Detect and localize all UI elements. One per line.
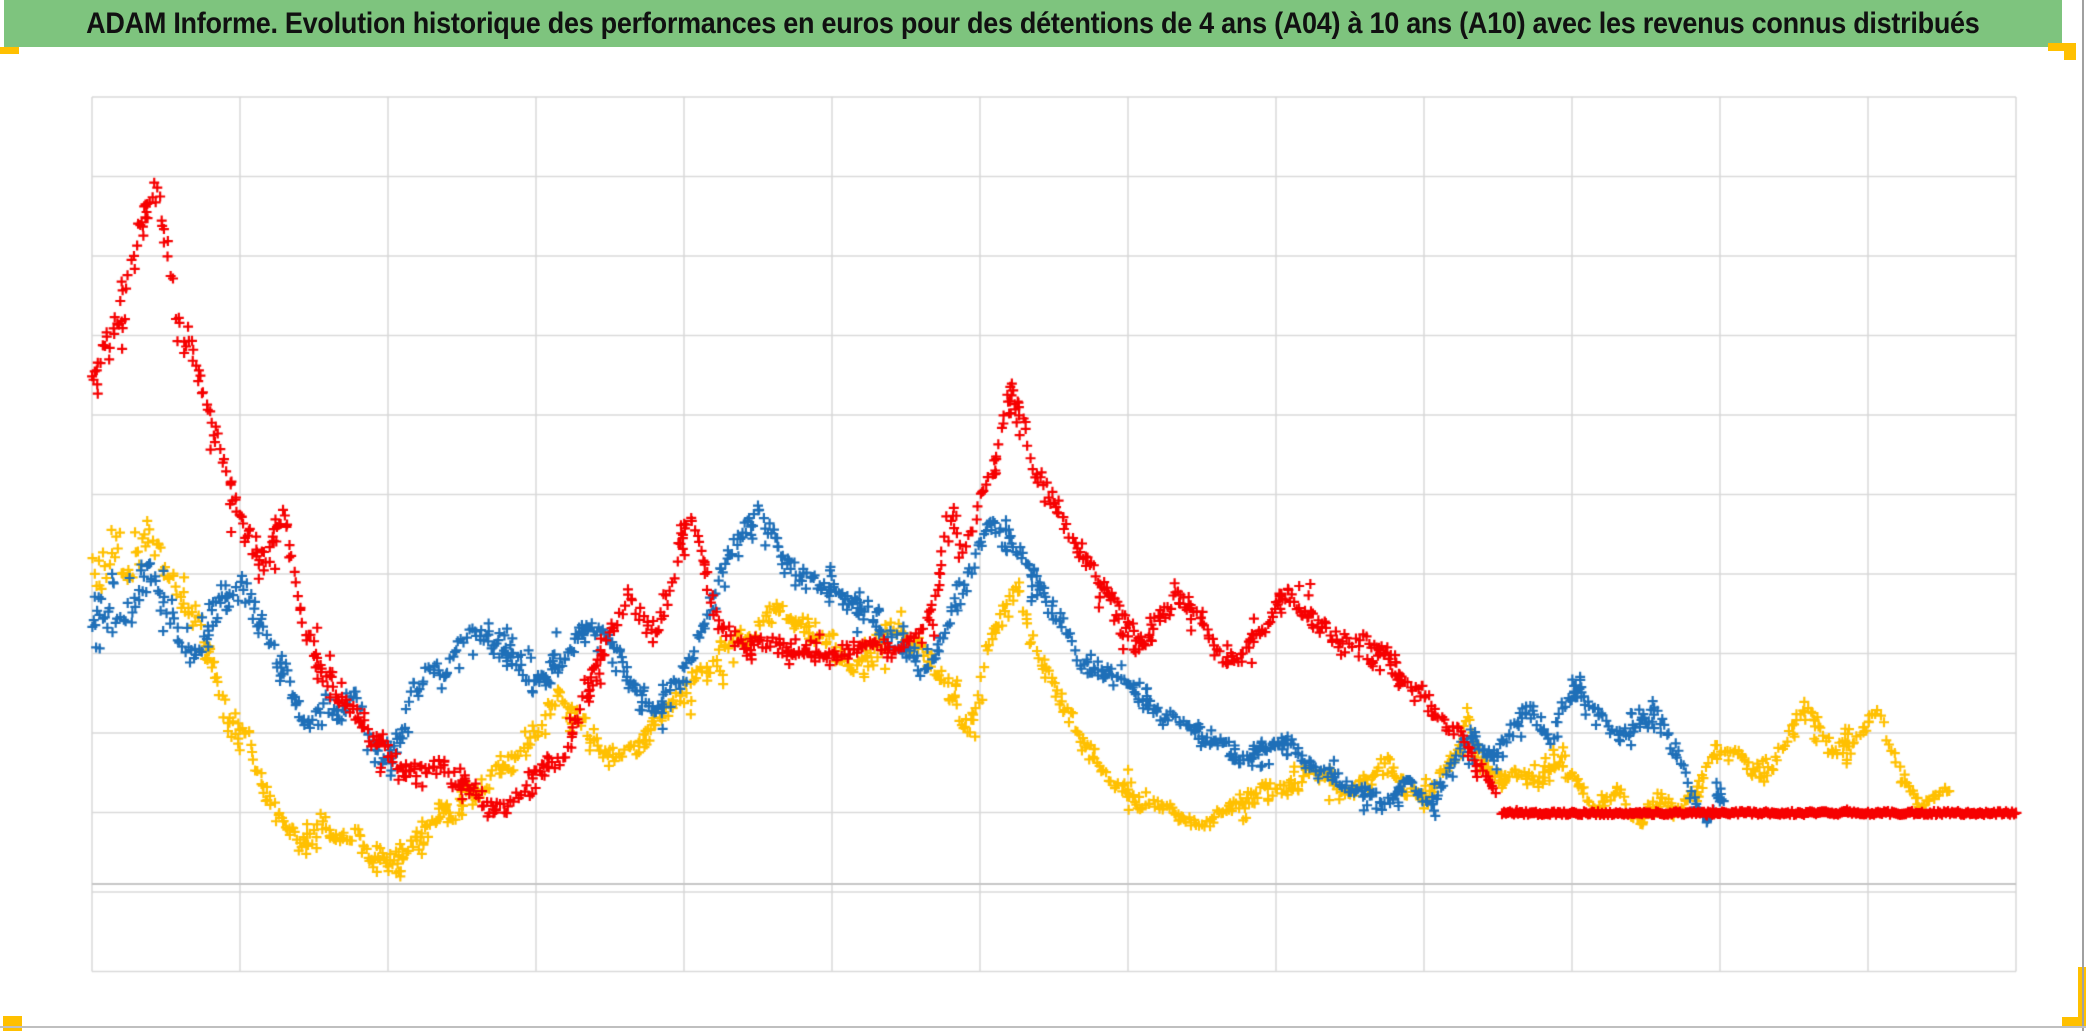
yellow-accent-top-right-tab	[2064, 51, 2076, 60]
yellow-accent-top-right-bar	[2048, 43, 2076, 51]
yellow-accent-top-left	[0, 47, 19, 54]
yellow-accent-bottom-right-foot	[2062, 1017, 2086, 1026]
yellow-accent-bottom-left	[3, 1016, 22, 1031]
page-right-border	[2082, 0, 2084, 1031]
title-bar: ADAM Informe. Evolution historique des p…	[4, 0, 2062, 47]
page-title: ADAM Informe. Evolution historique des p…	[86, 6, 1980, 40]
page-bottom-border	[0, 1026, 2086, 1028]
